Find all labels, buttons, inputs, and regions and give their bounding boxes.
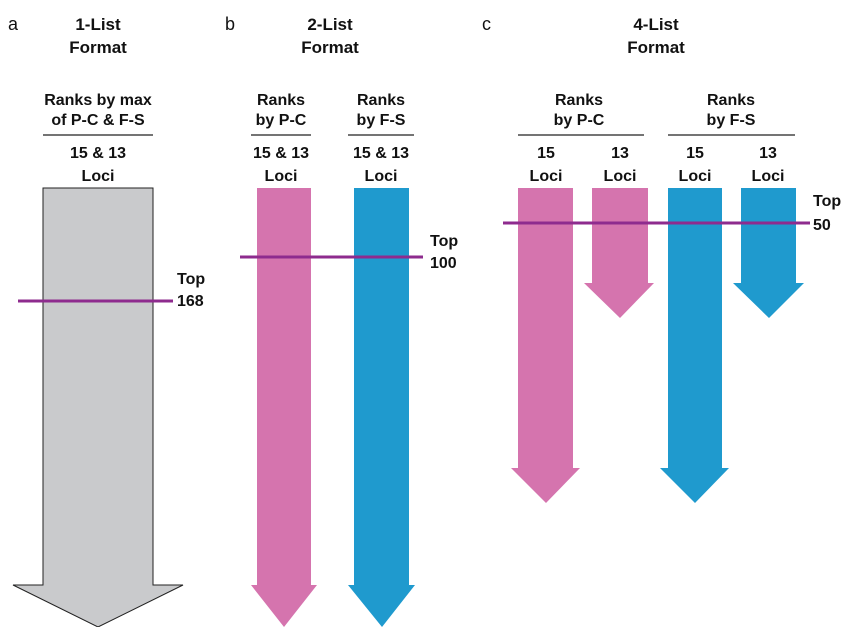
panel-b: b 2-List Format Ranks by P-C 15 & 13 Loc… [225,14,458,627]
panel-c-col4-blue-arrow [733,188,804,318]
panel-c-group-pc-header-line2: by P-C [554,112,605,129]
panel-b-right-header-line1: Ranks [357,92,405,109]
panel-c-col4-loci-line2: Loci [752,168,785,185]
panel-c-col1-pink-arrow [511,188,580,503]
panel-c-group-fs-header-line2: by F-S [707,112,756,129]
panel-b-right-header-line2: by F-S [357,112,406,129]
panel-b-left-loci-line1: 15 & 13 [253,145,309,162]
panel-c-col3-blue-arrow [660,188,729,503]
panel-b-cutoff-label-line1: Top [430,233,458,250]
panel-c-col2-loci-line1: 13 [611,145,629,162]
panel-b-right-loci-line2: Loci [365,168,398,185]
panel-b-title-line2: Format [301,38,359,57]
panel-b-title-line1: 2-List [307,15,353,34]
panel-a-loci-line1: 15 & 13 [70,145,126,162]
panel-b-left-header-line2: by P-C [256,112,307,129]
panel-c-title-line2: Format [627,38,685,57]
panel-c-letter: c [482,14,491,34]
panel-b-letter: b [225,14,235,34]
panel-c-group-fs-header-line1: Ranks [707,92,755,109]
panel-b-blue-arrow [348,188,415,627]
panel-a-cutoff-label-line1: Top [177,271,205,288]
panel-a-title-line2: Format [69,38,127,57]
panel-b-left-header-line1: Ranks [257,92,305,109]
panel-a-letter: a [8,14,19,34]
panel-c-title-line1: 4-List [633,15,679,34]
panel-c-group-pc-header-line1: Ranks [555,92,603,109]
panel-a: a 1-List Format Ranks by max of P-C & F-… [8,14,205,627]
panel-c: c 4-List Format Ranks by P-C Ranks by F-… [482,14,841,503]
panel-a-cutoff-label-line2: 168 [177,293,204,310]
panel-c-cutoff-label-line1: Top [813,193,841,210]
panel-c-cutoff-label-line2: 50 [813,217,831,234]
panel-a-column-header-line2: of P-C & F-S [51,112,145,129]
panel-b-cutoff-label-line2: 100 [430,255,457,272]
panel-c-col1-loci-line2: Loci [530,168,563,185]
panel-c-col1-loci-line1: 15 [537,145,555,162]
panel-c-col2-pink-arrow [584,188,654,318]
panel-a-column-header-line1: Ranks by max [44,92,152,109]
panel-c-col4-loci-line1: 13 [759,145,777,162]
panel-b-right-loci-line1: 15 & 13 [353,145,409,162]
panel-c-col3-loci-line2: Loci [679,168,712,185]
panel-c-col3-loci-line1: 15 [686,145,704,162]
panel-a-title-line1: 1-List [75,15,121,34]
panel-b-left-loci-line2: Loci [265,168,298,185]
panel-a-gray-arrow [12,187,184,627]
panel-b-pink-arrow [251,188,317,627]
panel-c-col2-loci-line2: Loci [604,168,637,185]
panel-a-loci-line2: Loci [82,168,115,185]
